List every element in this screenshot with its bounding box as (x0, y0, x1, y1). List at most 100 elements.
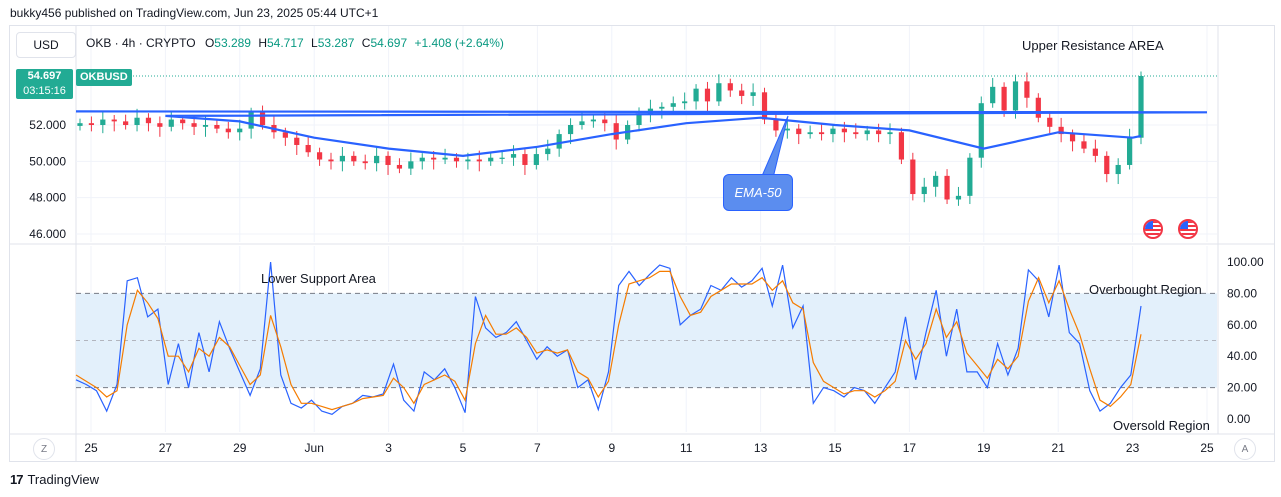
candle-body (636, 114, 642, 125)
candle-body (556, 134, 562, 149)
symbol-legend: OKB · 4h · CRYPTO O53.289 H54.717 L53.28… (86, 36, 504, 50)
tradingview-logo-icon: 17 (10, 472, 24, 487)
candle-body (716, 83, 722, 102)
candle-body (339, 155, 345, 162)
ema-50-line (75, 110, 1208, 158)
price-tick-label: 50.000 (29, 154, 66, 168)
legend-low-label: L (311, 36, 318, 50)
candle-body (818, 132, 825, 135)
candle-body (898, 132, 905, 160)
candle-body (864, 130, 870, 135)
legend-low: 53.287 (317, 36, 355, 50)
candle-body (431, 157, 437, 160)
legend-close: 54.697 (370, 36, 408, 50)
candle-body (704, 88, 711, 102)
auto-scale-button[interactable]: A (1234, 438, 1256, 460)
candle-body (1012, 81, 1019, 111)
candle-body (134, 117, 140, 125)
time-tick-label: 27 (159, 441, 173, 455)
candle-body (796, 128, 802, 135)
time-tick-label: 17 (903, 441, 917, 455)
overbought-label: Overbought Region (1089, 282, 1202, 297)
stochastic-k-line (75, 261, 1142, 415)
symbol-tag: OKBUSD (76, 69, 132, 86)
candle-body (442, 157, 448, 160)
candle-body (522, 154, 528, 165)
tradingview-brand: TradingView (27, 472, 100, 487)
legend-symbol[interactable]: OKB · 4h · CRYPTO (86, 36, 196, 50)
legend-change: +1.408 (+2.64%) (414, 36, 504, 50)
candle-body (567, 125, 574, 135)
candle-body (214, 125, 220, 129)
tradingview-logo[interactable]: 17 TradingView (10, 472, 99, 487)
candle-body (305, 144, 311, 153)
candle-body (990, 86, 996, 104)
candle-body (944, 175, 950, 200)
time-tick-label: 7 (534, 441, 541, 455)
us-flag-event-icon[interactable] (1143, 219, 1163, 239)
candle-body (590, 119, 596, 122)
candle-body (750, 92, 756, 96)
price-tick-label: 48.000 (29, 191, 66, 205)
candle-body (1081, 141, 1087, 149)
candle-body (145, 117, 152, 124)
candle-body (1104, 155, 1110, 175)
candle-body (499, 157, 505, 159)
candle-body (465, 159, 471, 162)
candle-body (100, 119, 106, 125)
candle-body (739, 90, 745, 96)
candle-body (807, 132, 813, 135)
candle-body (841, 128, 847, 133)
us-flag-event-icon[interactable] (1178, 219, 1198, 239)
time-tick-label: 29 (233, 441, 247, 455)
candle-body (157, 123, 163, 127)
time-tick-label: 15 (828, 441, 842, 455)
candle-body (396, 164, 403, 169)
stochastic-tick-label: 100.00 (1227, 255, 1264, 269)
candle-body (921, 186, 927, 195)
candle-body (237, 128, 243, 133)
currency-button[interactable]: USD (16, 32, 76, 58)
time-tick-label: 13 (754, 441, 768, 455)
legend-close-label: C (361, 36, 371, 50)
candle-body (955, 195, 962, 200)
stochastic-tick-label: 60.00 (1227, 318, 1257, 332)
candle-body (876, 130, 882, 135)
candle-body (784, 128, 790, 131)
candle-body (1092, 148, 1098, 156)
candle-body (1035, 97, 1041, 118)
ema-50-callout[interactable]: EMA-50 (723, 174, 793, 211)
time-tick-label: 25 (84, 441, 98, 455)
candle-body (123, 121, 129, 125)
candle-body (670, 103, 676, 107)
candle-body (613, 123, 619, 140)
published-header: bukky456 published on TradingView.com, J… (10, 6, 379, 20)
candle-body (830, 128, 836, 135)
last-price: 54.697 (27, 70, 62, 82)
price-tick-label: 46.000 (29, 227, 66, 241)
candle-body (545, 148, 551, 155)
candle-body (1058, 126, 1064, 135)
candle-body (1047, 117, 1053, 127)
time-tick-label: 19 (977, 441, 991, 455)
lower-support-label: Lower Support Area (261, 271, 376, 286)
candle-body (761, 92, 768, 120)
candle-body (1138, 76, 1144, 138)
time-tick-label: 11 (680, 441, 693, 455)
stochastic-tick-label: 0.00 (1227, 412, 1251, 426)
price-tick-label: 52.000 (29, 118, 66, 132)
candle-body (887, 132, 893, 135)
time-tick-label: 3 (385, 441, 392, 455)
legend-high: 54.717 (267, 36, 304, 50)
legend-open: 53.289 (214, 36, 251, 50)
time-tick-label: 25 (1200, 441, 1214, 455)
candle-body (362, 161, 368, 164)
candle-body (1024, 81, 1030, 98)
candle-body (259, 112, 266, 125)
candle-body (727, 83, 733, 91)
candle-body (579, 121, 585, 125)
candle-body (385, 155, 391, 165)
zoom-button[interactable]: Z (33, 438, 55, 460)
candle-body (773, 119, 779, 131)
